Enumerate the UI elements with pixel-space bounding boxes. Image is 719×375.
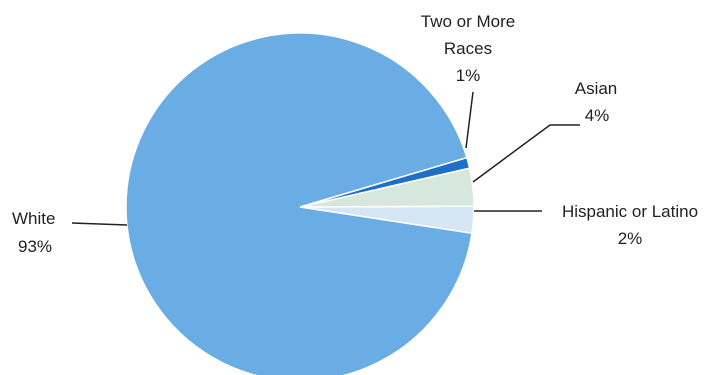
leader-line-white [71,222,128,226]
pie-slice-white [125,32,473,375]
slice-label-two-or-more-line2: Races [444,39,492,58]
slice-label-asian: Asian [575,79,618,98]
slice-label-white: White [12,209,55,228]
slice-percent-hispanic: 2% [618,229,643,248]
slice-percent-white: 93% [18,237,52,256]
pie-slices [125,32,475,375]
slice-label-two-or-more-line1: Two or More [421,12,515,31]
slice-percent-two-or-more: 1% [456,66,481,85]
slice-label-hispanic: Hispanic or Latino [562,202,698,221]
leader-line-two-or-more [465,91,474,149]
slice-percent-asian: 4% [585,106,610,125]
leader-line-asian [472,124,580,183]
